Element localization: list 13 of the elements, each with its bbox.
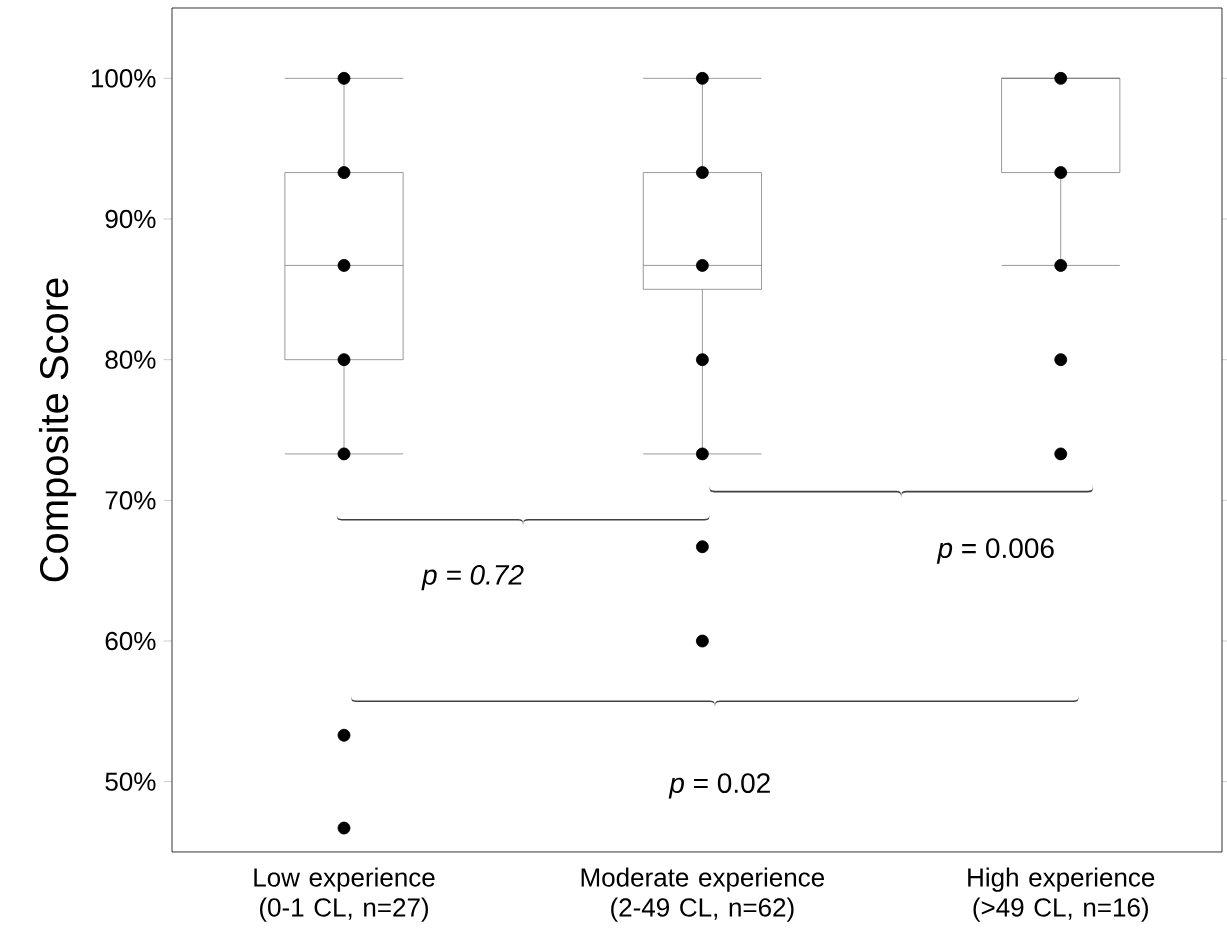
y-axis-title: Composite Score [38,278,77,582]
x-tick-label: High experience (>49 CL, n=16) [968,867,1155,922]
annotation: p = 0.02 [668,773,770,799]
y-tick-label: 90% [105,209,156,229]
y-tick-label: 100% [91,69,156,88]
x-tick-label: Moderate experience (2-49 CL, n=62) [581,867,825,922]
y-tick-label: 80% [105,350,156,369]
y-tick-label: 70% [105,491,156,510]
y-tick-label: 60% [105,631,156,651]
annotation: p = 0.72 [421,564,524,591]
y-tick-label: 50% [105,772,156,791]
x-tick-label: Low experience (0-1 CL, n=27) [254,867,435,922]
annotation: p = 0.006 [936,538,1054,564]
